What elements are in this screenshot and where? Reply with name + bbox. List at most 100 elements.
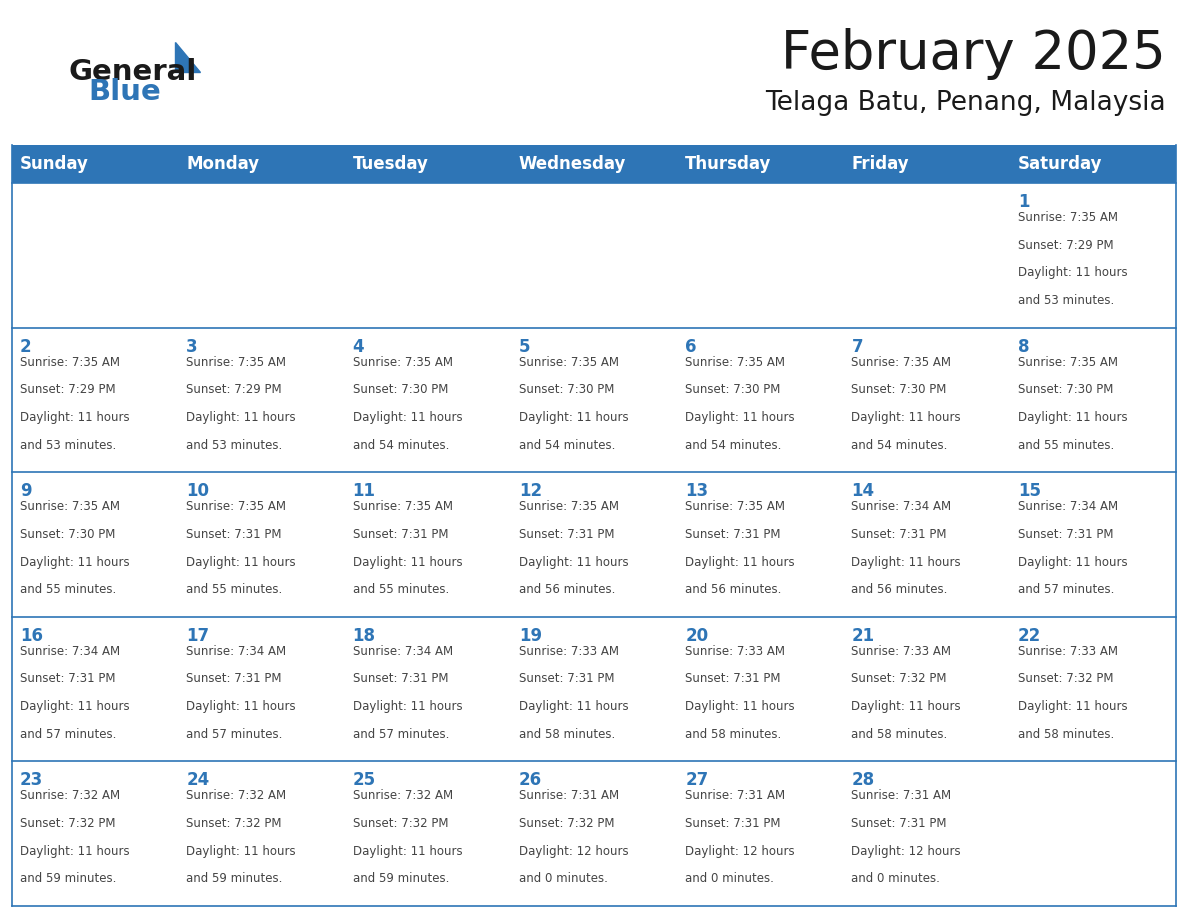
Text: and 56 minutes.: and 56 minutes. (685, 583, 782, 597)
Bar (178, 472, 345, 617)
Text: Daylight: 11 hours: Daylight: 11 hours (1018, 555, 1127, 568)
Text: and 54 minutes.: and 54 minutes. (685, 439, 782, 452)
Text: Sunrise: 7:35 AM: Sunrise: 7:35 AM (187, 500, 286, 513)
Text: Sunset: 7:30 PM: Sunset: 7:30 PM (852, 384, 947, 397)
Text: Daylight: 11 hours: Daylight: 11 hours (852, 700, 961, 713)
Text: and 58 minutes.: and 58 minutes. (685, 728, 782, 741)
Text: Sunset: 7:30 PM: Sunset: 7:30 PM (20, 528, 115, 541)
Bar (843, 328, 1010, 472)
Text: Daylight: 11 hours: Daylight: 11 hours (685, 411, 795, 424)
Text: Sunset: 7:31 PM: Sunset: 7:31 PM (519, 528, 614, 541)
Text: Saturday: Saturday (1018, 155, 1102, 173)
Bar (345, 472, 511, 617)
Text: Sunset: 7:31 PM: Sunset: 7:31 PM (187, 528, 282, 541)
Text: Sunset: 7:31 PM: Sunset: 7:31 PM (187, 673, 282, 686)
Text: Thursday: Thursday (685, 155, 771, 173)
Bar (843, 472, 1010, 617)
Text: and 59 minutes.: and 59 minutes. (187, 872, 283, 886)
Text: Sunrise: 7:35 AM: Sunrise: 7:35 AM (353, 500, 453, 513)
Text: Sunset: 7:29 PM: Sunset: 7:29 PM (187, 384, 282, 397)
Text: and 53 minutes.: and 53 minutes. (187, 439, 283, 452)
Bar (677, 761, 843, 906)
Text: 6: 6 (685, 338, 696, 355)
Text: 18: 18 (353, 627, 375, 644)
Text: and 56 minutes.: and 56 minutes. (519, 583, 615, 597)
Text: and 59 minutes.: and 59 minutes. (353, 872, 449, 886)
Bar (677, 617, 843, 761)
Text: Sunrise: 7:32 AM: Sunrise: 7:32 AM (187, 789, 286, 802)
Text: Wednesday: Wednesday (519, 155, 626, 173)
Text: Friday: Friday (852, 155, 909, 173)
Text: 3: 3 (187, 338, 198, 355)
Text: Sunrise: 7:33 AM: Sunrise: 7:33 AM (1018, 644, 1118, 658)
Text: 16: 16 (20, 627, 43, 644)
Text: 26: 26 (519, 771, 542, 789)
Bar (345, 761, 511, 906)
Text: Sunrise: 7:32 AM: Sunrise: 7:32 AM (353, 789, 453, 802)
Text: Sunrise: 7:33 AM: Sunrise: 7:33 AM (685, 644, 785, 658)
Text: Sunset: 7:32 PM: Sunset: 7:32 PM (852, 673, 947, 686)
Text: Sunset: 7:30 PM: Sunset: 7:30 PM (519, 384, 614, 397)
Text: and 53 minutes.: and 53 minutes. (20, 439, 116, 452)
Text: and 58 minutes.: and 58 minutes. (519, 728, 615, 741)
Text: Sunset: 7:31 PM: Sunset: 7:31 PM (353, 528, 448, 541)
Text: Daylight: 11 hours: Daylight: 11 hours (353, 411, 462, 424)
Text: 9: 9 (20, 482, 32, 500)
Text: Sunrise: 7:35 AM: Sunrise: 7:35 AM (187, 355, 286, 369)
Text: and 55 minutes.: and 55 minutes. (1018, 439, 1114, 452)
Text: and 55 minutes.: and 55 minutes. (353, 583, 449, 597)
Text: 4: 4 (353, 338, 365, 355)
Text: Sunrise: 7:33 AM: Sunrise: 7:33 AM (519, 644, 619, 658)
Text: 2: 2 (20, 338, 32, 355)
Text: Daylight: 11 hours: Daylight: 11 hours (353, 845, 462, 857)
Text: 20: 20 (685, 627, 708, 644)
Text: Sunset: 7:32 PM: Sunset: 7:32 PM (519, 817, 614, 830)
Bar (12, 472, 178, 617)
Text: Tuesday: Tuesday (353, 155, 429, 173)
Text: and 57 minutes.: and 57 minutes. (1018, 583, 1114, 597)
Text: Sunset: 7:32 PM: Sunset: 7:32 PM (20, 817, 115, 830)
Bar (1010, 761, 1176, 906)
Text: and 53 minutes.: and 53 minutes. (1018, 294, 1114, 307)
Bar (677, 328, 843, 472)
Text: Sunrise: 7:35 AM: Sunrise: 7:35 AM (519, 500, 619, 513)
Text: Daylight: 11 hours: Daylight: 11 hours (685, 555, 795, 568)
Text: and 54 minutes.: and 54 minutes. (353, 439, 449, 452)
Bar (178, 617, 345, 761)
Bar (178, 761, 345, 906)
Text: and 0 minutes.: and 0 minutes. (852, 872, 941, 886)
Text: Daylight: 12 hours: Daylight: 12 hours (685, 845, 795, 857)
Text: and 55 minutes.: and 55 minutes. (20, 583, 116, 597)
Bar (1010, 472, 1176, 617)
Text: Daylight: 11 hours: Daylight: 11 hours (1018, 411, 1127, 424)
Text: Daylight: 11 hours: Daylight: 11 hours (353, 700, 462, 713)
Bar (178, 328, 345, 472)
Text: Daylight: 11 hours: Daylight: 11 hours (20, 411, 129, 424)
Bar (511, 183, 677, 328)
Text: Daylight: 11 hours: Daylight: 11 hours (685, 700, 795, 713)
Text: Daylight: 11 hours: Daylight: 11 hours (519, 411, 628, 424)
Text: Telaga Batu, Penang, Malaysia: Telaga Batu, Penang, Malaysia (765, 90, 1165, 116)
Text: Sunrise: 7:34 AM: Sunrise: 7:34 AM (1018, 500, 1118, 513)
Text: Sunrise: 7:31 AM: Sunrise: 7:31 AM (685, 789, 785, 802)
Text: 27: 27 (685, 771, 708, 789)
Text: Daylight: 11 hours: Daylight: 11 hours (20, 700, 129, 713)
Text: Daylight: 11 hours: Daylight: 11 hours (1018, 700, 1127, 713)
Bar (1010, 328, 1176, 472)
Text: February 2025: February 2025 (782, 28, 1165, 80)
Text: Sunset: 7:31 PM: Sunset: 7:31 PM (852, 528, 947, 541)
Text: Sunset: 7:30 PM: Sunset: 7:30 PM (1018, 384, 1113, 397)
Text: Sunrise: 7:35 AM: Sunrise: 7:35 AM (685, 500, 785, 513)
Text: Daylight: 11 hours: Daylight: 11 hours (852, 411, 961, 424)
Text: Sunday: Sunday (20, 155, 89, 173)
Text: Sunset: 7:31 PM: Sunset: 7:31 PM (353, 673, 448, 686)
Text: Sunrise: 7:31 AM: Sunrise: 7:31 AM (519, 789, 619, 802)
Text: Sunrise: 7:34 AM: Sunrise: 7:34 AM (353, 644, 453, 658)
Text: Daylight: 11 hours: Daylight: 11 hours (852, 555, 961, 568)
Text: 1: 1 (1018, 193, 1029, 211)
Text: 19: 19 (519, 627, 542, 644)
Bar (843, 183, 1010, 328)
Text: Daylight: 11 hours: Daylight: 11 hours (187, 555, 296, 568)
Text: Sunrise: 7:35 AM: Sunrise: 7:35 AM (1018, 355, 1118, 369)
Text: 23: 23 (20, 771, 43, 789)
